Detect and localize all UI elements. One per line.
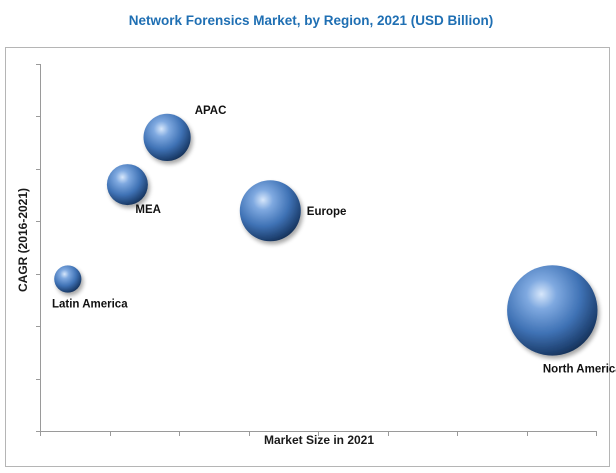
y-axis-ticks — [36, 64, 41, 432]
bubble-label-latin-america: Latin America — [52, 299, 128, 311]
y-axis-label: CAGR (2016-2021) — [16, 188, 30, 292]
bubble-label-mea: MEA — [135, 204, 161, 216]
chart-title: Network Forensics Market, by Region, 202… — [129, 13, 494, 28]
bubble-label-north-america: North America — [543, 364, 616, 376]
bubble-labels-layer: APAC MEA Europe Latin America North America — [52, 105, 616, 376]
bubbles-layer — [54, 113, 598, 356]
bubble-mea — [106, 164, 148, 206]
bubble-north-america — [507, 265, 598, 356]
bubble-label-apac: APAC — [195, 105, 227, 117]
bubble-europe — [239, 180, 301, 242]
x-axis-label: Market Size in 2021 — [264, 433, 374, 447]
bubble-latin-america — [54, 265, 82, 293]
chart-frame — [5, 47, 610, 467]
bubble-apac — [143, 113, 191, 161]
bubble-label-europe: Europe — [307, 206, 347, 218]
x-axis-ticks — [40, 431, 597, 436]
axes — [36, 64, 597, 436]
